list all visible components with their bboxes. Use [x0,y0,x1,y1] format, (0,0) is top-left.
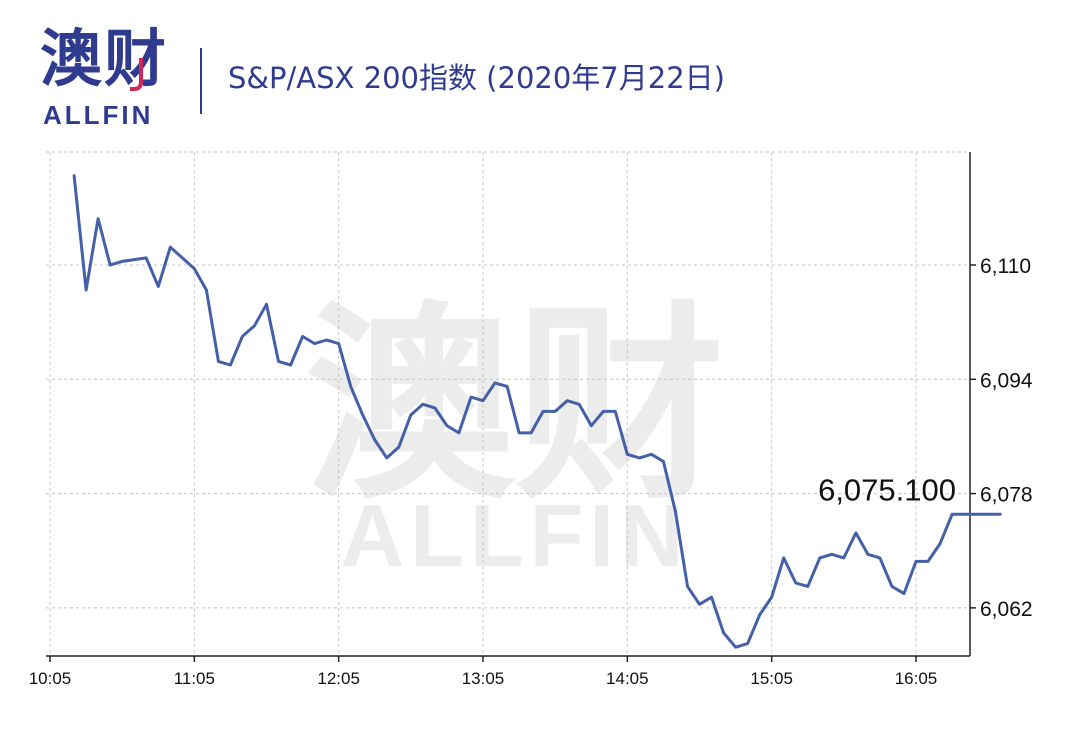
chart-axes [46,152,971,657]
watermark-chinese: 澳财 [305,288,725,523]
y-tick-label: 6,094 [980,369,1033,392]
logo-english: ALLFIN [43,100,154,130]
header-divider [200,48,202,114]
chart-grid [46,151,970,656]
x-tick-label: 13:05 [462,669,505,688]
chart-title: S&P/ASX 200指数 (2020年7月22日) [228,61,725,95]
y-tick-label: 6,078 [980,484,1033,507]
x-tick-label: 11:05 [174,669,215,688]
header: 澳财 ALLFIN S&P/ASX 200指数 (2020年7月22日) [0,0,1067,140]
watermark-english: ALLFIN [341,486,690,585]
x-tick-label: 16:05 [895,669,938,688]
y-tick-label: 6,062 [980,598,1033,621]
y-axis-ticks: 6,062 6,078 6,094 6,110 [970,255,1033,621]
x-axis-ticks: 10:05 11:05 12:05 13:05 14:05 15:05 16:05 [29,656,938,688]
y-tick-label: 6,110 [980,255,1031,278]
logo-chinese: 澳财 [40,22,169,95]
series-line [72,174,1002,649]
watermark: 澳财 ALLFIN [305,288,725,585]
x-tick-label: 10:05 [29,669,72,688]
logo-accent-mark [130,58,143,91]
x-tick-label: 12:05 [317,669,360,688]
last-value-label: 6,075.100 [818,472,956,507]
series-group [72,174,1002,649]
x-tick-label: 14:05 [606,669,649,688]
x-tick-label: 15:05 [750,669,793,688]
